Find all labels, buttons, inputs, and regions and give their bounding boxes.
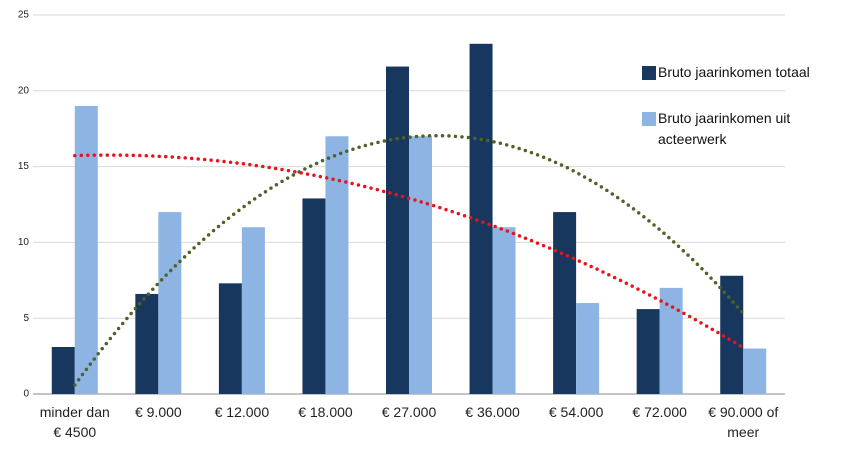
y-tick-label: 15 [18,161,30,172]
bar [576,303,600,394]
bar [636,309,660,394]
bar [218,283,242,394]
bar [553,212,577,394]
legend-label: Bruto jaarinkomen uit acteerwerk [658,110,791,147]
bar [51,347,75,394]
bar [492,227,516,394]
bar [302,198,326,394]
legend-swatch [642,66,656,80]
x-tick-label: € 9.000 [134,404,182,420]
x-tick-label: € 12.000 [214,404,270,420]
trendline [73,133,745,387]
bar [386,66,409,394]
bar [135,293,159,394]
bar [158,212,182,394]
x-tick-label: € 54.000 [548,404,604,420]
y-tick-label: 10 [18,237,30,248]
x-tick-label: minder dan € 4500 [39,404,110,440]
bar [659,287,683,394]
x-tick-label: € 90.000 of meer [708,404,779,440]
bar [325,136,349,394]
bar [241,227,265,394]
x-tick-label: € 72.000 [632,404,687,420]
bar [74,105,98,395]
bar [469,43,493,394]
x-tick-label: € 36.000 [465,404,520,420]
x-tick-label: € 18.000 [298,404,353,420]
x-tick-label: € 27.000 [381,404,437,420]
legend-swatch [642,112,656,126]
y-tick-label: 0 [23,389,29,400]
trendline [73,153,745,350]
y-tick-label: 5 [23,313,29,324]
bar [409,136,432,394]
legend-label: Bruto jaarinkomen totaal [658,64,810,80]
y-tick-label: 25 [18,10,30,21]
y-tick-label: 20 [18,85,30,96]
bar [743,348,767,394]
